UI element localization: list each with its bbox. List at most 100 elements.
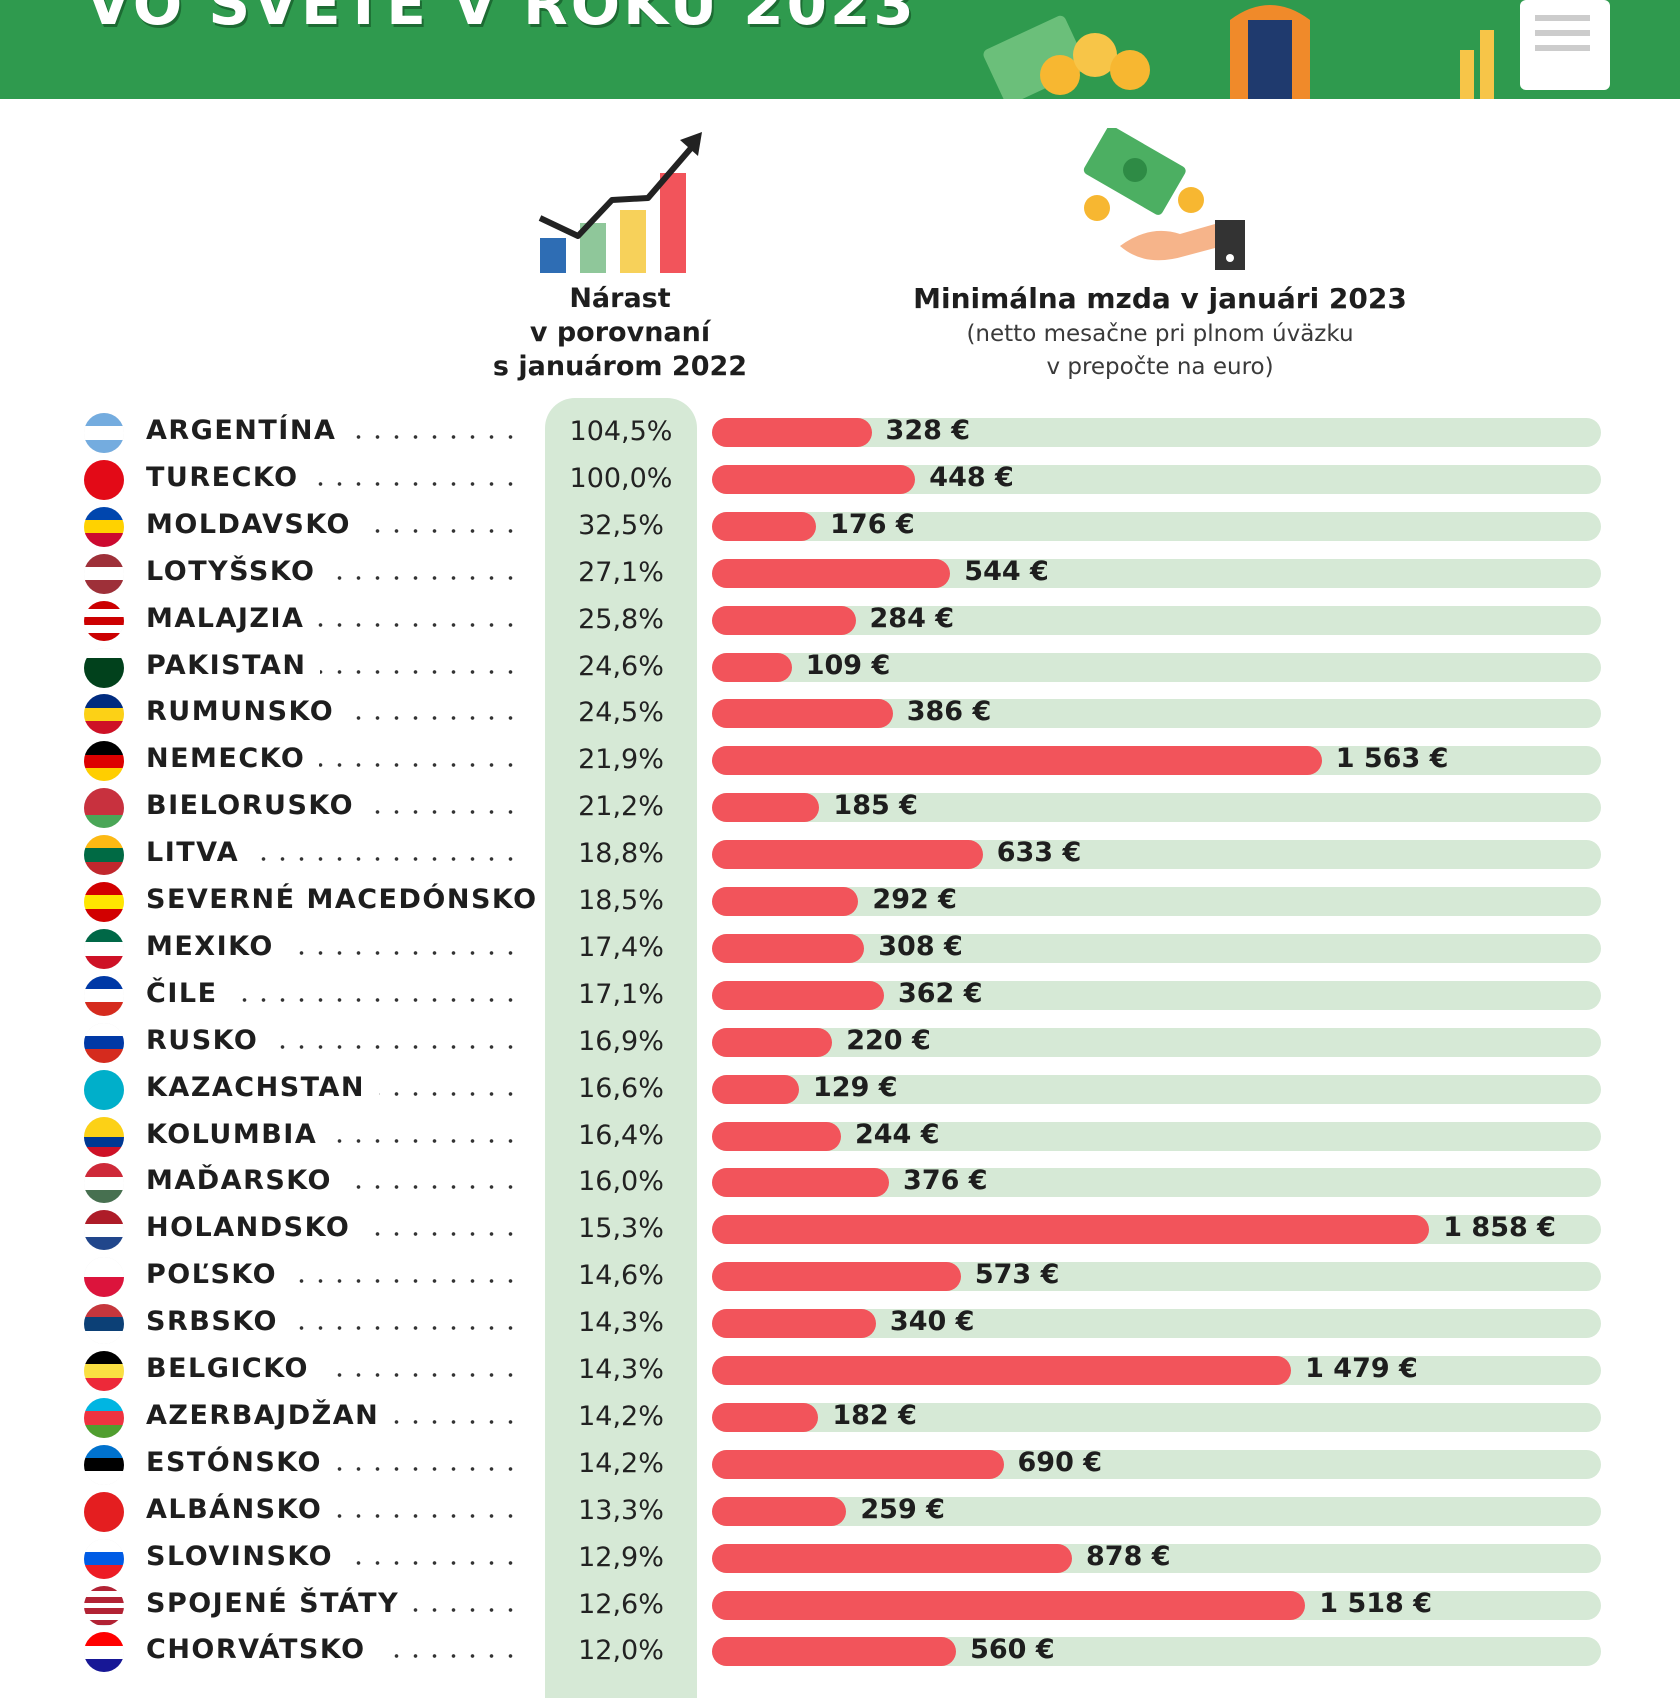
increase-header-line-1: Nárast (569, 283, 671, 314)
wage-bar (712, 887, 859, 916)
azerbaijan-flag-icon (84, 1397, 124, 1438)
bar-track (712, 1402, 1601, 1432)
country-name: RUMUNSKO (146, 696, 335, 728)
wage-label: 292 € (872, 884, 957, 915)
wage-label: 448 € (929, 461, 1014, 493)
wage-bar (712, 1215, 1430, 1245)
increase-value: 21,2% (578, 791, 664, 823)
dot-leader (291, 1258, 520, 1289)
wage-bar (712, 933, 865, 963)
table-row: SLOVINSKO 12,9% 878 € (0, 1536, 1680, 1583)
increase-value: 21,9% (578, 744, 664, 776)
wage-label: 1 858 € (1443, 1212, 1556, 1244)
table-row: CHORVÁTSKO 12,0% 560 € (0, 1629, 1680, 1676)
increase-value: 25,8% (578, 603, 664, 635)
bar-track (712, 1121, 1601, 1151)
wage-label: 1 518 € (1319, 1587, 1433, 1619)
table-row: MOLDAVSKO 32,5% 176 € (0, 504, 1680, 551)
dot-leader (292, 1305, 520, 1336)
bar-track (712, 1074, 1601, 1104)
bar-track (712, 1496, 1601, 1526)
table-row: RUMUNSKO 24,5% 386 € (0, 691, 1680, 738)
wage-subheader-line-1: (netto mesačne pri plnom úväzku (966, 321, 1354, 347)
country-name: POĽSKO (146, 1259, 278, 1291)
wage-bar (712, 1356, 1292, 1385)
table-row: SEVERNÉ MACEDÓNSKO 18,5% 292 € (0, 879, 1680, 926)
increase-header-line-3: s januárom 2022 (492, 351, 748, 382)
wage-label: 1 563 € (1335, 743, 1449, 775)
usa-flag-icon (84, 1585, 124, 1626)
table-row: BELGICKO 14,3% 1 479 € (0, 1348, 1680, 1395)
increase-value: 16,0% (578, 1166, 664, 1198)
mexico-flag-icon (84, 928, 124, 969)
germany-flag-icon (84, 741, 124, 782)
increase-value: 24,5% (578, 697, 664, 729)
moldova-flag-icon (84, 506, 124, 547)
country-name: SLOVINSKO (146, 1540, 334, 1572)
kazakhstan-flag-icon (84, 1069, 124, 1110)
table-row: RUSKO 16,9% 220 € (0, 1020, 1680, 1067)
wage-label: 1 479 € (1305, 1353, 1418, 1384)
bar-track (712, 511, 1601, 541)
wage-bar (712, 793, 820, 823)
dot-leader (346, 1164, 520, 1195)
table-row: PAKISTAN 24,6% 109 € (0, 645, 1680, 692)
dot-leader (336, 1445, 520, 1476)
country-name: BIELORUSKO (146, 790, 355, 822)
country-name: MALAJZIA (146, 602, 305, 634)
table-row: AZERBAJDŽAN 14,2% 182 € (0, 1395, 1680, 1442)
wage-label: 176 € (830, 508, 915, 540)
country-name: LITVA (146, 837, 240, 869)
country-name: PAKISTAN (146, 649, 307, 681)
table-row: TURECKO 100,0% 448 € (0, 457, 1680, 504)
wage-bar (712, 1496, 847, 1526)
dot-leader (323, 1352, 520, 1382)
increase-value: 14,6% (578, 1260, 664, 1292)
wage-label: 308 € (878, 930, 963, 962)
country-name: MOLDAVSKO (146, 508, 352, 540)
table-row: SPOJENÉ ŠTÁTY 12,6% 1 518 € (0, 1583, 1680, 1630)
country-name: KOLUMBIA (146, 1118, 318, 1150)
country-name: KAZACHSTAN (146, 1071, 365, 1103)
wage-bar (712, 605, 856, 635)
table-row: MAĎARSKO 16,0% 376 € (0, 1160, 1680, 1207)
wage-label: 690 € (1017, 1446, 1103, 1478)
dot-leader (348, 695, 520, 726)
increase-column-background (545, 398, 697, 1698)
wage-subheader-line-2: v prepočte na euro) (1046, 354, 1274, 380)
growth-chart-icon (538, 132, 702, 273)
country-name: MAĎARSKO (146, 1165, 332, 1197)
russia-flag-icon (84, 1022, 124, 1063)
increase-value: 15,3% (578, 1213, 664, 1245)
bar-track (712, 793, 1601, 823)
wage-label: 259 € (860, 1493, 945, 1525)
bar-track (712, 652, 1601, 682)
wage-label: 878 € (1086, 1540, 1171, 1572)
wage-bar (712, 1309, 876, 1339)
serbia-flag-icon (84, 1304, 124, 1345)
table-row: SRBSKO 14,3% 340 € (0, 1301, 1680, 1348)
increase-value: 12,9% (578, 1541, 664, 1573)
slovenia-flag-icon (84, 1538, 124, 1579)
wage-bar (712, 1074, 800, 1104)
dot-leader (288, 929, 520, 960)
wage-bar (712, 652, 792, 682)
increase-value: 14,2% (578, 1447, 664, 1479)
table-row: LITVA 18,8% 633 € (0, 832, 1680, 879)
pakistan-flag-icon (84, 647, 124, 688)
dot-leader (313, 460, 520, 491)
wage-bar (712, 980, 884, 1010)
wage-bar (712, 511, 817, 541)
increase-column-header: Nárast v porovnaní s januárom 2022 (470, 282, 770, 384)
estonia-flag-icon (84, 1444, 124, 1485)
wage-bar (712, 1637, 957, 1667)
wage-label: 109 € (805, 649, 891, 681)
increase-value: 12,6% (578, 1588, 664, 1620)
hungary-flag-icon (84, 1163, 124, 1204)
country-name: LOTYŠSKO (146, 555, 316, 587)
country-name: ESTÓNSKO (146, 1446, 322, 1478)
albania-flag-icon (84, 1491, 124, 1532)
table-row: MEXIKO 17,4% 308 € (0, 926, 1680, 973)
wage-bar (712, 1590, 1306, 1620)
dot-leader (379, 1070, 520, 1101)
